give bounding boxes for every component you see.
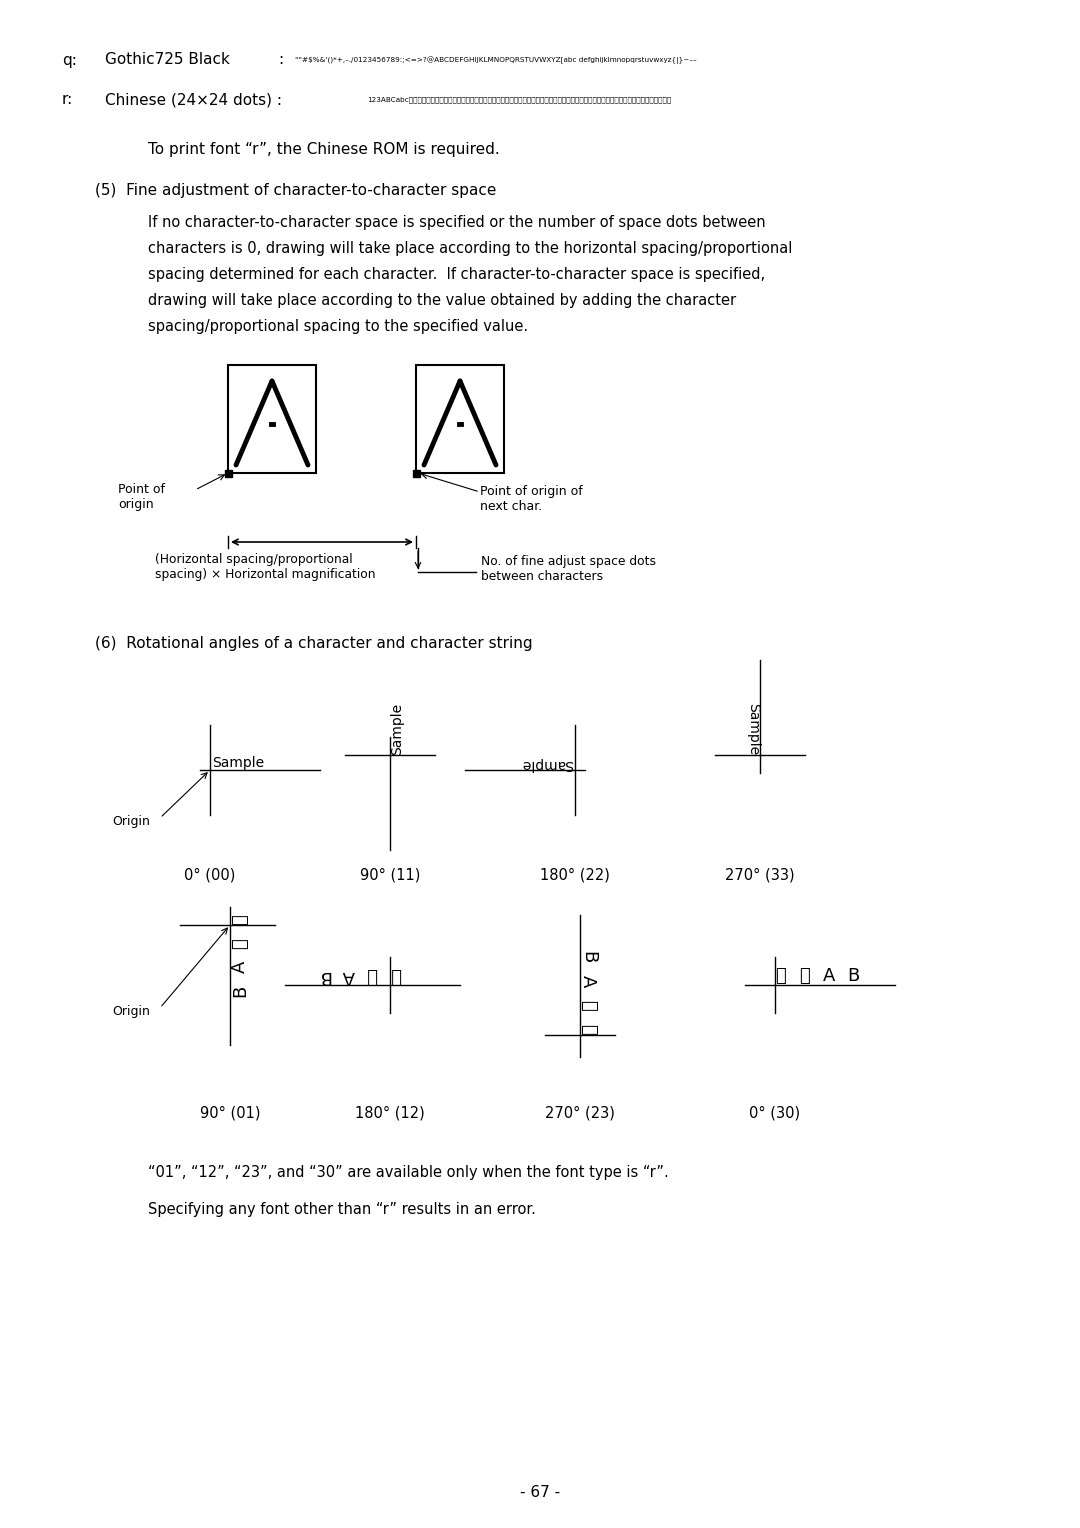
Text: 180° (22): 180° (22) [540,868,610,883]
Text: :: : [278,52,283,67]
Text: 0° (00): 0° (00) [185,868,235,883]
Text: No. of fine adjust space dots
between characters: No. of fine adjust space dots between ch… [481,555,656,584]
Text: (5)  Fine adjustment of character-to-character space: (5) Fine adjustment of character-to-char… [95,183,497,199]
Text: To print font “r”, the Chinese ROM is required.: To print font “r”, the Chinese ROM is re… [148,142,500,157]
Text: spacing/proportional spacing to the specified value.: spacing/proportional spacing to the spec… [148,319,528,335]
Text: 270° (23): 270° (23) [545,1105,615,1120]
Bar [416,365,504,474]
Text: drawing will take place according to the value obtained by adding the character: drawing will take place according to the… [148,293,737,309]
Text: 90° (11): 90° (11) [360,868,420,883]
Text: 漢: 漢 [390,967,401,986]
Text: 270° (33): 270° (33) [725,868,795,883]
Text: spacing determined for each character.  If character-to-character space is speci: spacing determined for each character. I… [148,267,765,283]
Text: B: B [318,967,330,986]
Text: 字: 字 [799,967,810,986]
Text: (Horizontal spacing/proportional
spacing) × Horizontal magnification: (Horizontal spacing/proportional spacing… [156,553,376,581]
Text: Sample: Sample [746,703,760,755]
Text: q:: q: [62,52,77,67]
Text: (6)  Rotational angles of a character and character string: (6) Rotational angles of a character and… [95,636,532,651]
Bar [225,469,231,477]
Text: “01”, “12”, “23”, and “30” are available only when the font type is “r”.: “01”, “12”, “23”, and “30” are available… [148,1164,669,1180]
Text: B: B [579,950,597,963]
Text: characters is 0, drawing will take place according to the horizontal spacing/pro: characters is 0, drawing will take place… [148,241,793,257]
Text: A: A [579,975,597,987]
Text: B: B [231,984,249,996]
Text: 90° (01): 90° (01) [200,1105,260,1120]
Text: 0° (30): 0° (30) [750,1105,800,1120]
Text: 漢: 漢 [775,967,786,986]
Text: Specifying any font other than “r” results in an error.: Specifying any font other than “r” resul… [148,1203,536,1216]
Text: B: B [847,967,860,986]
Text: Sample: Sample [521,756,573,772]
Text: Origin: Origin [112,1005,150,1018]
Text: Chinese (24×24 dots) :: Chinese (24×24 dots) : [105,93,282,107]
Text: - 67 -: - 67 - [519,1485,561,1500]
Text: If no character-to-character space is specified or the number of space dots betw: If no character-to-character space is sp… [148,215,766,231]
Text: Origin: Origin [112,814,150,828]
Text: Point of
origin: Point of origin [118,483,165,510]
Text: Point of origin of
next char.: Point of origin of next char. [480,484,583,513]
Text: Sample: Sample [212,756,265,770]
Text: A: A [231,961,249,973]
Text: A: A [823,967,835,986]
Text: 字: 字 [579,1001,597,1012]
Text: r:: r: [62,93,73,107]
Bar [228,365,316,474]
Text: 180° (12): 180° (12) [355,1105,424,1120]
Text: Gothic725 Black: Gothic725 Black [105,52,230,67]
Text: 字: 字 [231,938,249,949]
Bar [413,469,419,477]
Text: A: A [342,967,354,986]
Text: 字: 字 [366,967,377,986]
Text: Sample: Sample [390,703,404,755]
Text: ""#$%&'()*+,–./0123456789:;<=>?@ABCDEFGHIJKLMNOPQRSTUVWXYZ[abc defghijklmnopqrst: ""#$%&'()*+,–./0123456789:;<=>?@ABCDEFGH… [295,57,697,64]
Text: 123ABCabcぁいうえおかきくけこさしすせそたちつてとなにぬねのはひふへほまみむめもやゆよらりるれろわをん山川橋本東京都大阪名古屋山川: 123ABCabcぁいうえおかきくけこさしすせそたちつてとなにぬねのはひふへほま… [367,96,672,104]
Text: 漢: 漢 [231,914,249,924]
Text: 漢: 漢 [579,1024,597,1034]
